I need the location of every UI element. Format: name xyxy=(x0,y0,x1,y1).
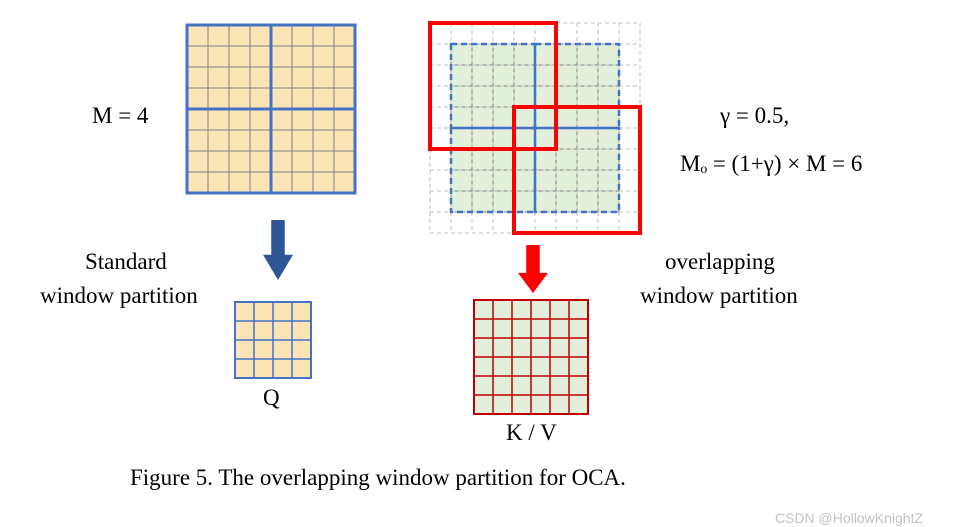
right-overlapping-grid xyxy=(430,23,644,237)
label-gamma: γ = 0.5, xyxy=(720,103,789,129)
left-standard-grid xyxy=(187,25,359,197)
watermark-text: CSDN @HollowKnightZ xyxy=(775,510,923,526)
kv-window-grid xyxy=(474,300,590,416)
label-overlapping-line1: overlapping xyxy=(665,249,775,275)
label-standard-line2: window partition xyxy=(40,283,198,309)
label-standard-line1: Standard xyxy=(85,249,167,275)
figure-caption: Figure 5. The overlapping window partiti… xyxy=(130,465,626,491)
arrow-standard-icon xyxy=(263,220,293,280)
label-kv: K / V xyxy=(506,420,557,446)
q-window-grid xyxy=(235,302,313,380)
arrow-overlapping-icon xyxy=(518,245,548,293)
label-overlapping-line2: window partition xyxy=(640,283,798,309)
label-m: M = 4 xyxy=(92,103,148,129)
label-mo: Mₒ = (1+γ) × M = 6 xyxy=(680,151,862,177)
label-q: Q xyxy=(263,385,280,411)
